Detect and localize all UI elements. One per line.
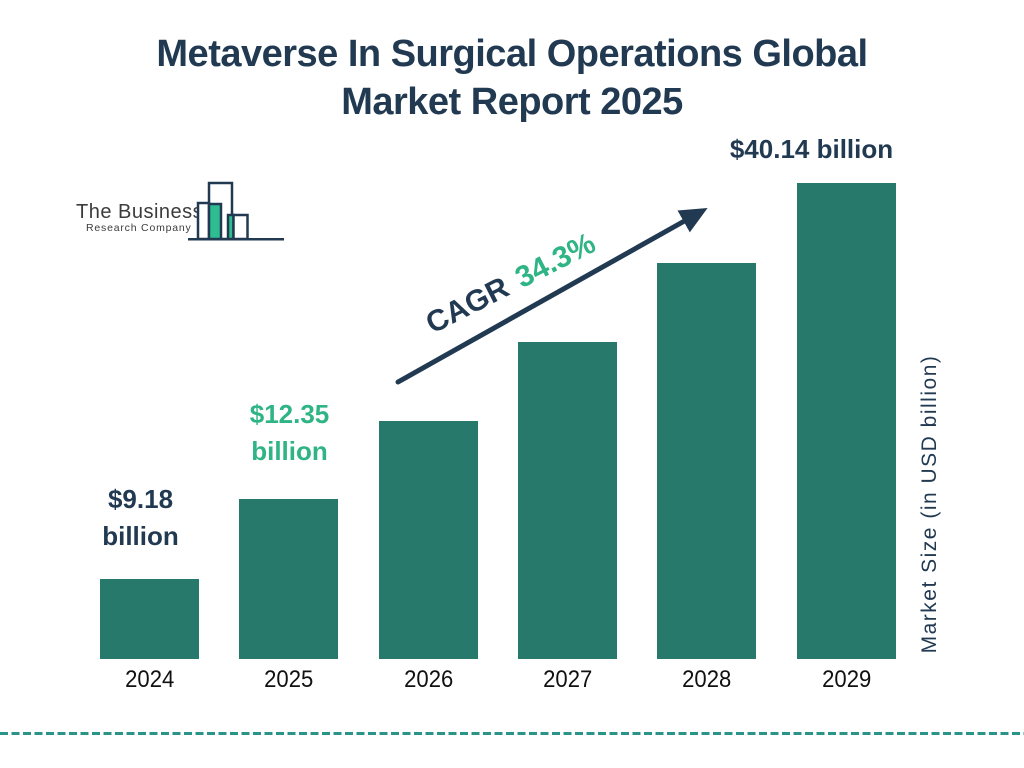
- y-axis-label: Market Size (in USD billion): [918, 354, 941, 654]
- page-title: Metaverse In Surgical Operations Global …: [0, 30, 1024, 126]
- bar-2026: [379, 421, 478, 659]
- company-logo: The Business Research Company: [76, 201, 203, 234]
- bar-2024: [100, 579, 199, 659]
- logo-subname: Research Company: [86, 222, 192, 234]
- bar-2028: [657, 263, 756, 659]
- x-tick-2027: 2027: [542, 666, 593, 693]
- x-tick-2029: 2029: [821, 666, 872, 693]
- value-label-2025: $12.35 billion: [249, 399, 330, 466]
- x-tick-2024: 2024: [124, 666, 175, 693]
- x-tick-2028: 2028: [681, 666, 732, 693]
- value-label-2029: $40.14 billion: [729, 134, 894, 164]
- x-tick-2026: 2026: [403, 666, 454, 693]
- bar-2027: [518, 342, 617, 659]
- x-tick-2025: 2025: [263, 666, 314, 693]
- page-title-line2: Market Report 2025: [341, 81, 683, 123]
- bottom-dashed-divider: [0, 732, 1024, 735]
- logo-name: The Business: [76, 201, 204, 223]
- logo-bar-chart-icon: [188, 181, 284, 241]
- page-title-line1: Metaverse In Surgical Operations Global: [156, 33, 868, 75]
- cagr-value: 34.3%: [510, 226, 601, 295]
- cagr-label: CAGR: [420, 270, 515, 341]
- cagr-annotation: CAGR34.3%: [401, 217, 621, 352]
- bar-2025: [239, 499, 338, 659]
- bar-2029: [797, 183, 896, 659]
- value-label-2024: $9.18 billion: [102, 484, 179, 551]
